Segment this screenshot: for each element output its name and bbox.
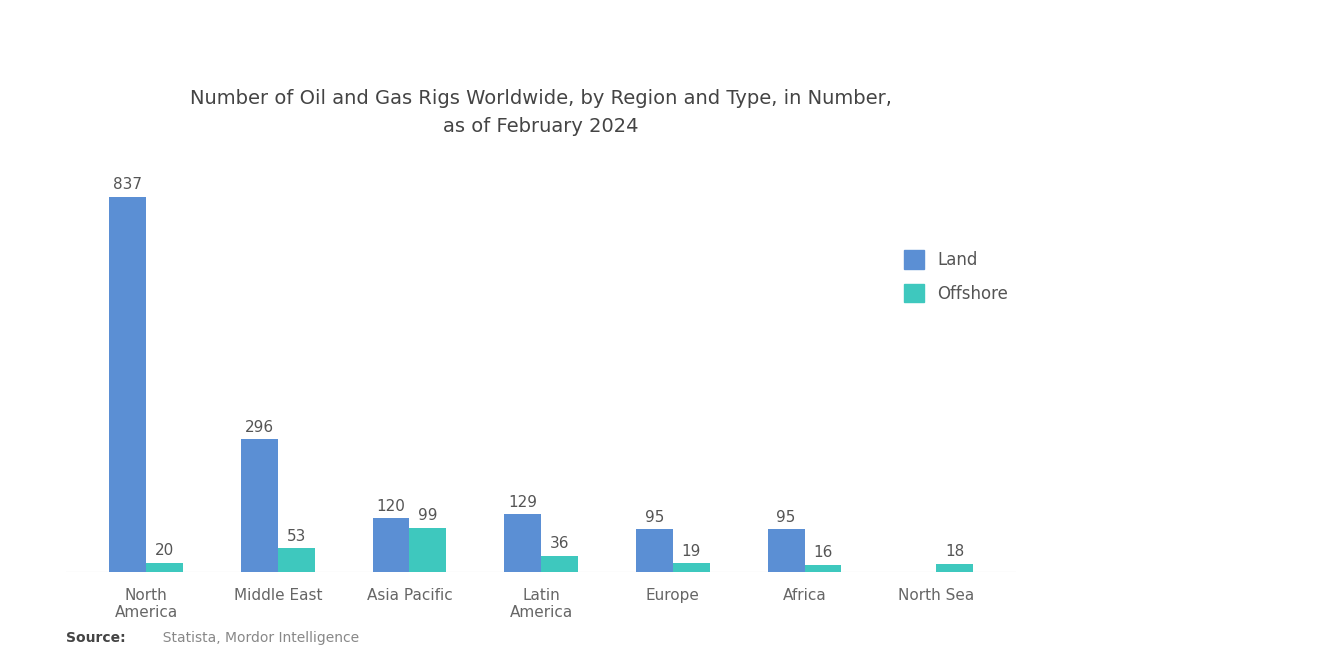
Text: Source:: Source: <box>66 631 125 645</box>
Text: 837: 837 <box>114 178 143 192</box>
Bar <box>277 548 314 572</box>
Text: 20: 20 <box>154 543 174 559</box>
Text: 53: 53 <box>286 529 306 544</box>
Text: 95: 95 <box>644 510 664 525</box>
Bar <box>504 514 541 572</box>
Text: Statista, Mordor Intelligence: Statista, Mordor Intelligence <box>154 631 359 645</box>
Text: 95: 95 <box>776 510 796 525</box>
Bar <box>242 440 277 572</box>
Text: 129: 129 <box>508 495 537 509</box>
Text: 36: 36 <box>550 536 569 551</box>
Text: 16: 16 <box>813 545 833 560</box>
Bar <box>805 565 841 572</box>
Bar <box>541 556 578 572</box>
Bar <box>936 564 973 572</box>
Bar <box>372 518 409 572</box>
Text: 18: 18 <box>945 545 965 559</box>
Bar <box>110 197 147 572</box>
Bar <box>409 527 446 572</box>
Bar <box>673 563 710 572</box>
Legend: Land, Offshore: Land, Offshore <box>904 251 1008 303</box>
Bar <box>147 563 183 572</box>
Text: 120: 120 <box>376 499 405 513</box>
Text: 296: 296 <box>244 420 275 435</box>
Bar <box>636 529 673 572</box>
Title: Number of Oil and Gas Rigs Worldwide, by Region and Type, in Number,
as of Febru: Number of Oil and Gas Rigs Worldwide, by… <box>190 89 892 136</box>
Bar <box>768 529 805 572</box>
Text: 19: 19 <box>681 544 701 559</box>
Text: 99: 99 <box>418 508 438 523</box>
